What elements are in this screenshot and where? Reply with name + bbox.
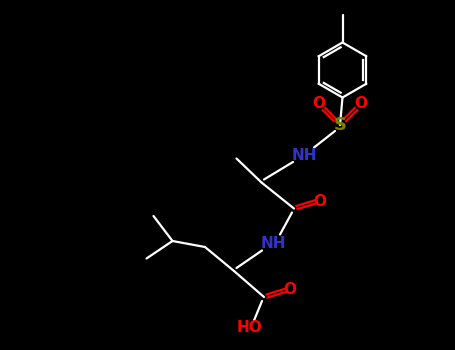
Text: O: O bbox=[354, 97, 368, 112]
Text: S: S bbox=[334, 116, 347, 134]
Text: NH: NH bbox=[260, 236, 286, 251]
Text: O: O bbox=[313, 97, 325, 112]
Text: O: O bbox=[283, 282, 297, 297]
Text: O: O bbox=[313, 194, 327, 209]
Text: NH: NH bbox=[291, 147, 317, 162]
Text: HO: HO bbox=[236, 321, 262, 336]
